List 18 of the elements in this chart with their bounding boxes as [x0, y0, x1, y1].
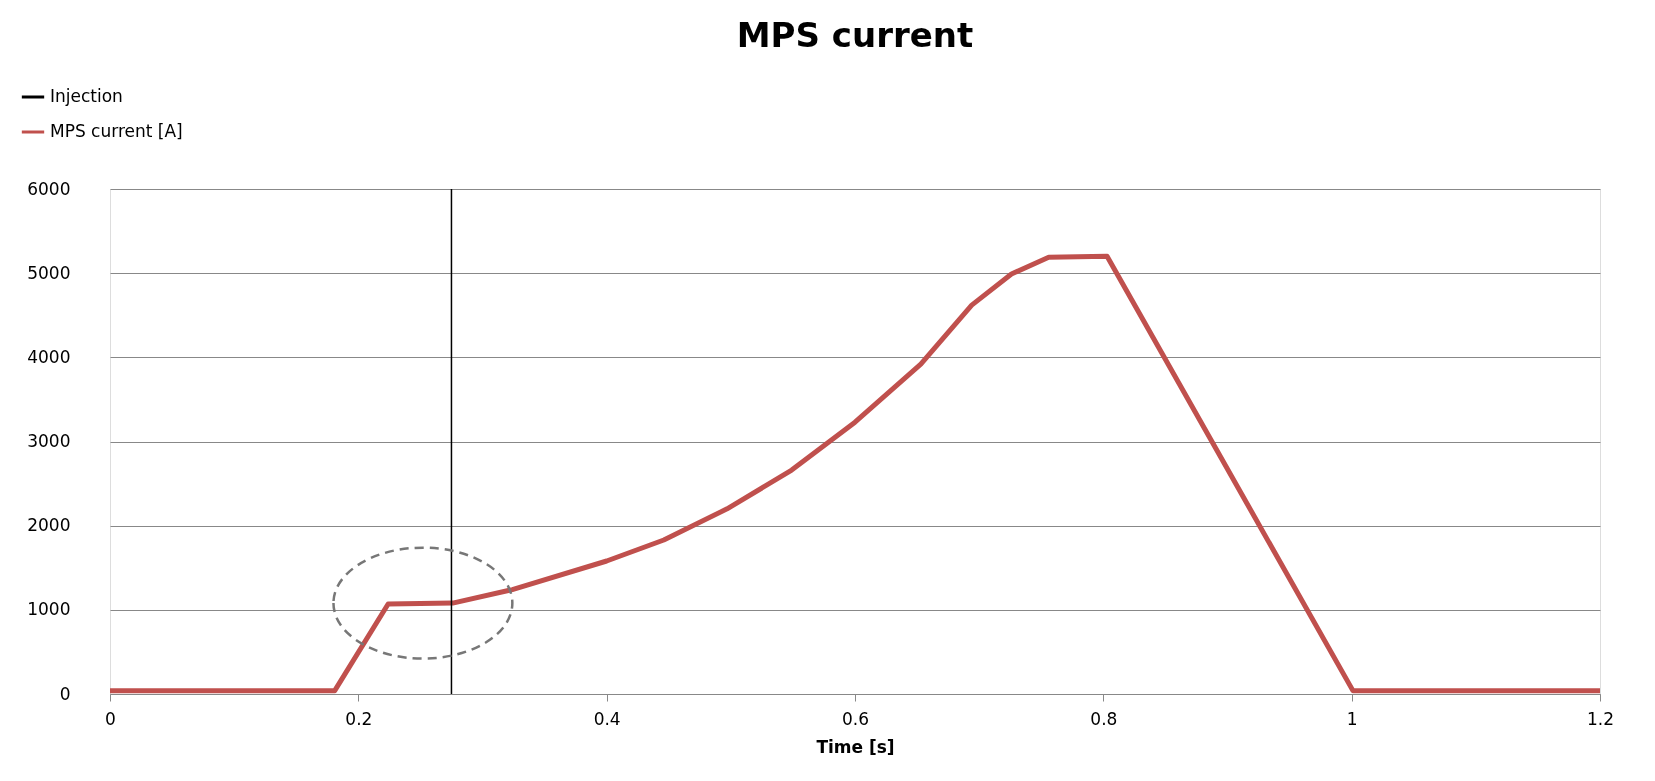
y-tick-label: 1000 [27, 599, 71, 620]
x-tick-label: 1 [1346, 708, 1358, 729]
legend-label: MPS current [A] [50, 121, 183, 141]
x-tick-label: 0.4 [593, 708, 621, 729]
y-tick-label: 0 [59, 683, 71, 704]
y-tick-label: 4000 [27, 346, 71, 367]
x-tick-label: 0.8 [1090, 708, 1118, 729]
x-tick-label: 0 [105, 708, 116, 729]
x-axis-title: Time [s] [816, 736, 895, 757]
y-tick-label: 2000 [27, 515, 71, 536]
chart-title: MPS current [736, 15, 974, 55]
x-tick-label: 0.2 [345, 708, 373, 729]
x-tick-label: 1.2 [1586, 708, 1615, 729]
legend-label: Injection [50, 86, 123, 106]
x-tick-label: 0.6 [841, 708, 870, 729]
y-tick-label: 3000 [27, 431, 71, 451]
y-tick-label: 6000 [27, 178, 71, 199]
y-tick-label: 5000 [27, 262, 71, 283]
